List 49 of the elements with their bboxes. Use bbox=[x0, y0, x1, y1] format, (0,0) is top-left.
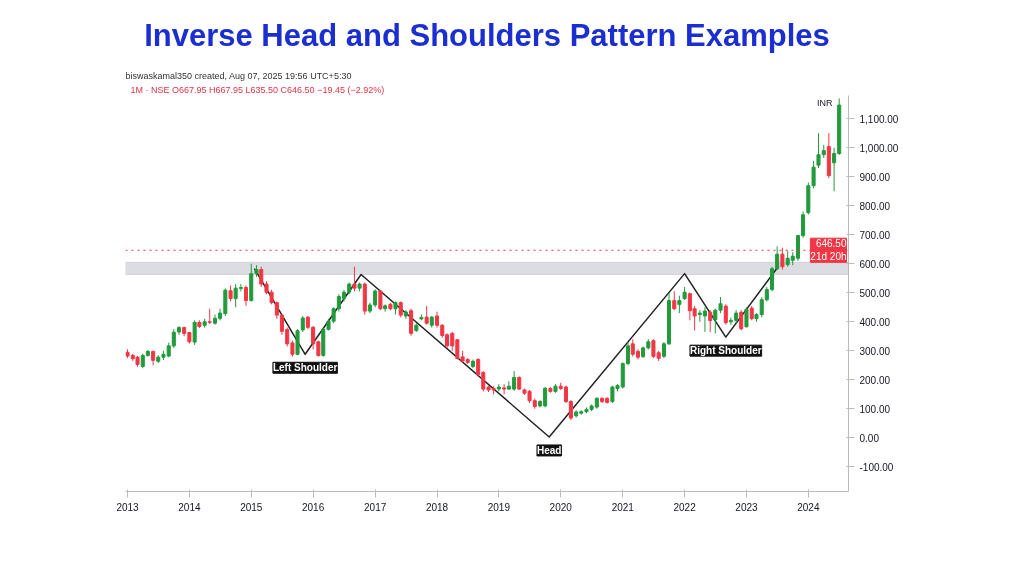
annotation: Left Shoulder bbox=[272, 362, 338, 374]
y-tick-label: 700.00 bbox=[859, 229, 891, 241]
candlestick bbox=[708, 309, 713, 333]
annotation: Right Shoulder bbox=[689, 345, 762, 357]
x-tick-label: 2019 bbox=[487, 501, 511, 513]
x-tick-label: 2013 bbox=[116, 501, 140, 513]
ref-line-label: 646.50 21d 20h bbox=[810, 238, 847, 263]
candlestick bbox=[192, 319, 197, 346]
x-tick-label: 2024 bbox=[797, 501, 820, 513]
y-tick-label: 200.00 bbox=[859, 374, 891, 386]
candlestick bbox=[409, 308, 414, 337]
x-tick-label: 2022 bbox=[673, 501, 697, 513]
x-tick-label: 2021 bbox=[611, 501, 635, 513]
candlestick bbox=[672, 290, 677, 311]
x-tick-label: 2014 bbox=[178, 501, 201, 513]
candlestick bbox=[723, 303, 728, 326]
y-tick-label: 400.00 bbox=[859, 316, 891, 328]
y-tick-label: 800.00 bbox=[859, 200, 891, 212]
annotation: Head bbox=[536, 444, 562, 456]
x-tick-label: 2017 bbox=[364, 501, 387, 513]
y-tick-label: 900.00 bbox=[859, 171, 891, 183]
y-tick-label: 600.00 bbox=[859, 258, 891, 270]
candlestick bbox=[383, 303, 388, 313]
candlestick bbox=[744, 306, 749, 329]
y-tick-label: 1,100.00 bbox=[859, 113, 899, 125]
candlestick bbox=[352, 266, 357, 292]
y-tick-label: 300.00 bbox=[859, 345, 891, 357]
x-tick-label: 2015 bbox=[240, 501, 263, 513]
y-axis-title: INR bbox=[817, 97, 833, 108]
candlestick bbox=[816, 132, 821, 169]
candlestick bbox=[702, 306, 707, 333]
candlestick bbox=[243, 285, 249, 307]
y-tick-label: -100.00 bbox=[859, 461, 894, 473]
chart-title: Inverse Head and Shoulders Pattern Examples bbox=[144, 17, 830, 53]
y-tick-label: 1,000.00 bbox=[859, 142, 899, 154]
y-tick-label: 500.00 bbox=[859, 287, 891, 299]
candlestick bbox=[424, 305, 429, 326]
chart-subtitle: biswaskamal350 created, Aug 07, 2025 19:56 UTC+5:30 bbox=[125, 70, 352, 81]
candlestick bbox=[502, 383, 507, 395]
y-tick-label: 100.00 bbox=[859, 403, 891, 415]
x-tick-label: 2023 bbox=[735, 501, 759, 513]
x-tick-label: 2016 bbox=[301, 501, 325, 513]
candlestick bbox=[739, 309, 744, 331]
x-tick-label: 2018 bbox=[425, 501, 449, 513]
x-tick-label: 2020 bbox=[549, 501, 573, 513]
candlestick bbox=[713, 308, 718, 334]
candlestick bbox=[295, 328, 300, 356]
text: 1M · NSE O667.95 H667.95 L635.50 C646.50 −19.45 (−2.92%) bbox=[130, 84, 385, 95]
y-tick-label: 0.00 bbox=[859, 432, 880, 444]
